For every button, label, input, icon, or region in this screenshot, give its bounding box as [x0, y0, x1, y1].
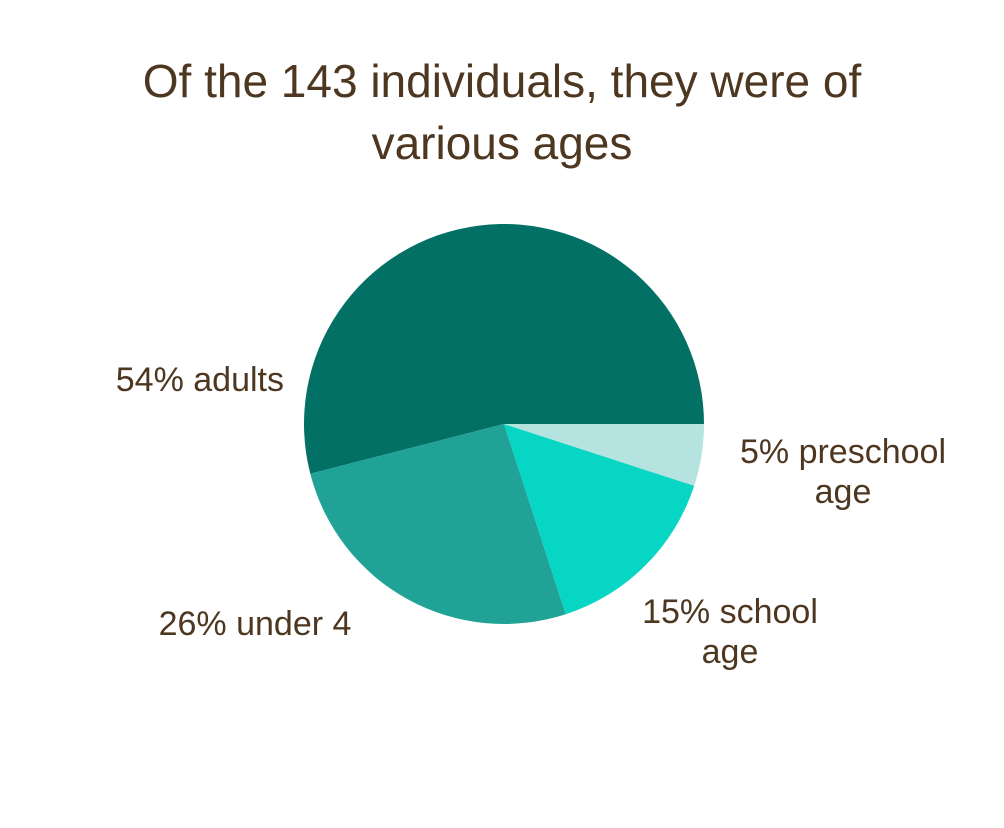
slice-label: 15% school age	[642, 593, 818, 671]
pie-slice	[504, 424, 704, 486]
pie-slice	[504, 424, 695, 615]
pie-slice	[310, 424, 566, 624]
pie-slice	[303, 223, 704, 474]
slice-label: 54% adults	[115, 361, 284, 399]
slice-label: 26% under 4	[158, 605, 352, 643]
chart-title: Of the 143 individuals, they were of var…	[142, 55, 862, 169]
slice-label: 5% preschool age	[739, 433, 946, 511]
